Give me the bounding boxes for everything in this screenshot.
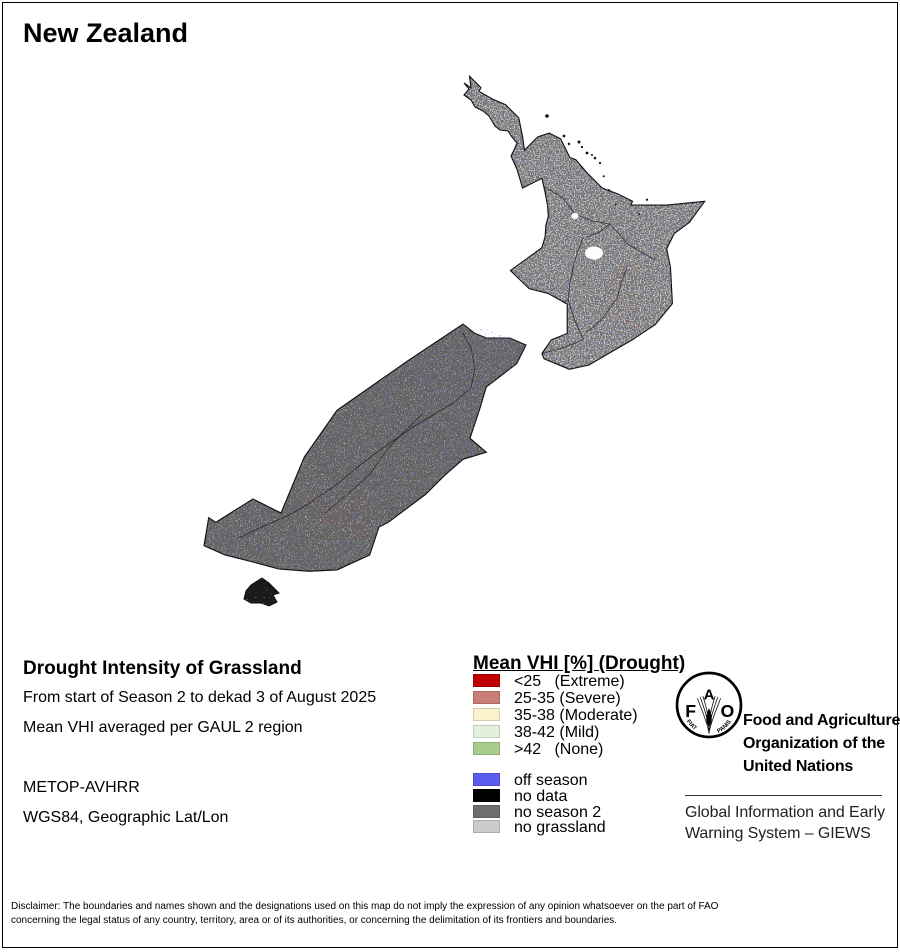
- svg-text:F: F: [685, 701, 696, 721]
- svg-text:O: O: [720, 701, 734, 721]
- svg-text:A: A: [704, 687, 715, 704]
